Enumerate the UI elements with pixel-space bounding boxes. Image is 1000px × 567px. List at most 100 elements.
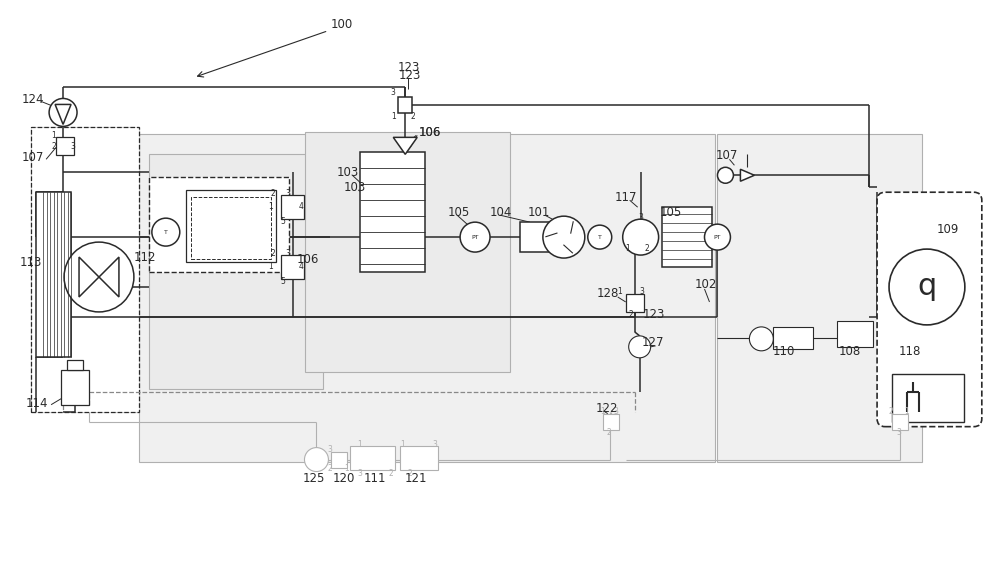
Bar [56,137,74,155]
Text: PT: PT [471,235,479,240]
Circle shape [460,222,490,252]
Bar [360,153,425,272]
Text: 1: 1 [269,202,273,211]
Bar [149,154,323,389]
Circle shape [749,327,773,351]
Text: 102: 102 [695,278,717,291]
Text: 108: 108 [839,345,861,358]
Text: 128: 128 [597,287,619,301]
Bar [36,192,71,357]
Circle shape [623,219,659,255]
Text: 1: 1 [400,440,405,449]
Text: 4: 4 [298,202,303,211]
Text: 3: 3 [391,88,396,97]
Text: 2: 2 [645,244,649,252]
Bar [31,128,139,412]
Bar [281,255,304,279]
Text: 101: 101 [528,206,550,219]
Text: 109: 109 [937,223,959,236]
Text: 5: 5 [281,217,285,226]
Text: 112: 112 [134,251,156,264]
Bar [149,177,289,272]
Polygon shape [740,170,754,181]
Text: 118: 118 [899,345,921,358]
Text: 121: 121 [404,472,427,485]
Text: 107: 107 [21,151,44,164]
Bar [837,321,873,347]
Text: 3: 3 [70,142,75,151]
Text: 2: 2 [388,469,393,478]
Circle shape [889,249,965,325]
Text: 2: 2 [411,112,416,121]
Bar [350,446,395,469]
Bar [281,195,304,219]
Text: 3: 3 [357,469,362,478]
Text: 106: 106 [418,126,441,139]
Text: 123: 123 [397,61,420,74]
Text: 2: 2 [271,189,275,198]
Bar [662,207,712,267]
Bar [67,360,83,370]
Bar [191,197,271,259]
Text: 1: 1 [51,131,56,140]
Circle shape [543,216,585,258]
Text: 117: 117 [615,191,637,204]
Text: 1: 1 [626,244,630,252]
Text: 110: 110 [772,345,795,358]
Polygon shape [79,257,119,297]
Text: 103: 103 [343,181,366,194]
Text: 3: 3 [286,248,290,257]
Text: 4: 4 [298,261,303,270]
Bar [400,446,438,469]
Text: q: q [917,273,937,302]
Text: 127: 127 [642,336,664,349]
Bar [892,374,964,422]
Text: 2: 2 [51,142,56,151]
Text: 103: 103 [336,166,359,179]
Text: 114: 114 [26,397,49,410]
Text: T: T [598,235,602,240]
Circle shape [629,336,651,358]
Bar [717,134,922,462]
Text: 2: 2 [271,248,275,257]
Text: 3: 3 [286,189,290,198]
Bar [61,370,89,405]
Bar [331,451,347,468]
Text: 3: 3 [638,213,643,222]
Text: 1: 1 [904,407,909,416]
Text: 3: 3 [327,445,332,454]
Text: 122: 122 [596,402,618,415]
Text: 105: 105 [660,206,682,219]
Text: 3: 3 [640,287,645,297]
Circle shape [704,224,730,250]
Circle shape [152,218,180,246]
Circle shape [49,99,77,126]
Text: 125: 125 [302,472,325,485]
Text: 2: 2 [407,469,412,478]
Text: 113: 113 [19,256,42,269]
Text: 106: 106 [296,252,319,265]
Text: 2: 2 [327,464,332,473]
Text: 2: 2 [607,428,611,437]
Text: 100: 100 [330,18,353,31]
Text: 1: 1 [357,440,362,449]
Text: 123: 123 [643,308,665,321]
Bar [520,222,553,252]
Bar [626,294,644,312]
Circle shape [304,447,328,472]
Text: 1: 1 [617,287,621,297]
Text: 120: 120 [332,472,355,485]
Text: 2: 2 [888,407,893,416]
Bar [31,128,139,412]
Text: 3: 3 [896,428,901,437]
Text: PT: PT [714,235,721,240]
Circle shape [64,242,134,312]
Text: 5: 5 [281,277,285,286]
Circle shape [717,167,733,183]
Polygon shape [393,137,417,154]
Text: 123: 123 [398,69,421,82]
Text: 105: 105 [448,206,470,219]
Text: 111: 111 [363,472,386,485]
Text: 3: 3 [614,407,619,416]
Bar [773,327,813,349]
